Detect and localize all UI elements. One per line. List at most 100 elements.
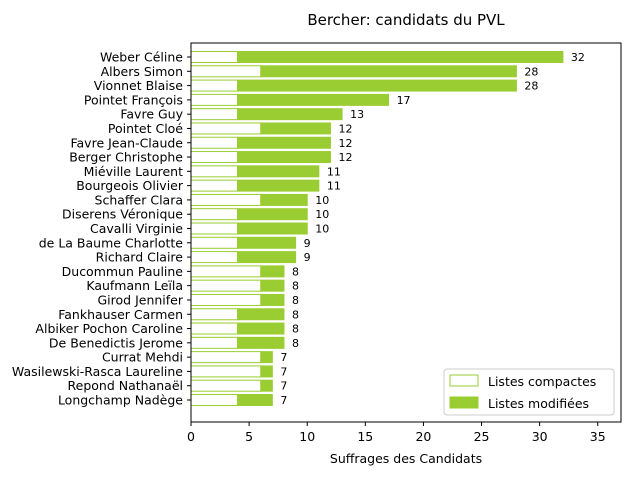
bar-compactes xyxy=(190,108,238,121)
bar-compactes xyxy=(190,322,238,335)
value-label: 10 xyxy=(315,208,329,221)
bar-modifiees xyxy=(236,165,320,178)
bar-compactes xyxy=(190,336,238,349)
legend-swatch-compactes xyxy=(449,374,479,387)
category-label: Favre Jean-Claude xyxy=(70,135,183,150)
value-label: 7 xyxy=(280,351,287,364)
category-label: de La Baume Charlotte xyxy=(39,235,184,250)
bar-modifiees xyxy=(236,93,390,106)
category-label: Pointet François xyxy=(84,92,183,107)
bar-compactes xyxy=(190,79,238,92)
x-tick-label: 15 xyxy=(357,429,373,444)
value-label: 10 xyxy=(315,194,329,207)
bars-layer xyxy=(190,51,564,406)
category-label: Kaufmann Leïla xyxy=(86,278,183,293)
bar-compactes xyxy=(190,279,262,292)
category-label: Albiker Pochon Caroline xyxy=(35,321,183,336)
bar-modifiees xyxy=(236,108,343,121)
bar-modifiees xyxy=(236,179,320,192)
bar-compactes xyxy=(190,65,262,78)
plot-frame xyxy=(190,42,622,423)
bar-modifiees xyxy=(236,222,308,235)
bar-compactes xyxy=(190,136,238,149)
value-label: 28 xyxy=(524,65,538,78)
x-axis-label: Suffrages des Candidats xyxy=(330,451,482,466)
x-tick-label: 20 xyxy=(415,429,431,444)
legend-swatch-modifiees xyxy=(449,396,479,409)
category-label: Vionnet Blaise xyxy=(94,78,184,93)
category-label: Schaffer Clara xyxy=(95,192,183,207)
chart-title: Bercher: candidats du PVL xyxy=(307,11,505,29)
category-label: Diserens Véronique xyxy=(62,207,183,222)
category-label: Berger Christophe xyxy=(69,150,183,165)
bar-modifiees xyxy=(260,65,517,78)
bar-compactes xyxy=(190,208,238,221)
bar-modifiees xyxy=(236,251,297,264)
x-tick-label: 30 xyxy=(532,429,548,444)
x-tick-label: 25 xyxy=(474,429,490,444)
category-label: Pointet Cloé xyxy=(108,121,183,136)
category-label: Bourgeois Olivier xyxy=(76,178,184,193)
category-label: Favre Guy xyxy=(120,107,183,122)
bar-modifiees xyxy=(260,279,285,292)
x-tick-label: 5 xyxy=(245,429,253,444)
legend: Listes compactes Listes modifiées xyxy=(443,368,615,416)
bar-compactes xyxy=(190,293,262,306)
bar-modifiees xyxy=(260,351,273,364)
value-label: 17 xyxy=(397,94,411,107)
bar-compactes xyxy=(190,365,262,378)
category-label: Girod Jennifer xyxy=(97,292,183,307)
value-label: 8 xyxy=(292,280,299,293)
bar-modifiees xyxy=(260,122,331,135)
bar-compactes xyxy=(190,251,238,264)
category-label: Fankhauser Carmen xyxy=(58,307,183,322)
category-label: Longchamp Nadège xyxy=(58,393,183,408)
bar-modifiees xyxy=(236,151,331,164)
bar-compactes xyxy=(190,151,238,164)
bar-compactes xyxy=(190,165,238,178)
category-label: Repond Nathanaël xyxy=(68,378,183,393)
bar-compactes xyxy=(190,193,262,206)
bar-modifiees xyxy=(236,336,285,349)
category-label: Albers Simon xyxy=(101,64,183,79)
value-label: 8 xyxy=(292,265,299,278)
category-label: Currat Mehdi xyxy=(102,350,183,365)
value-label: 7 xyxy=(280,365,287,378)
value-label: 28 xyxy=(524,80,538,93)
legend-label-modifiees: Listes modifiées xyxy=(488,396,589,411)
x-tick-label: 35 xyxy=(590,429,606,444)
bar-modifiees xyxy=(260,193,308,206)
value-label: 9 xyxy=(304,237,311,250)
bar-compactes xyxy=(190,222,238,235)
category-label: Miéville Laurent xyxy=(84,164,183,179)
bar-compactes xyxy=(190,93,238,106)
value-label: 10 xyxy=(315,223,329,236)
bar-modifiees xyxy=(260,365,273,378)
bar-compactes xyxy=(190,236,238,249)
bar-modifiees xyxy=(260,379,273,392)
bar-modifiees xyxy=(236,236,297,249)
legend-label-compactes: Listes compactes xyxy=(488,374,596,389)
category-label: Richard Claire xyxy=(96,250,184,265)
value-label: 8 xyxy=(292,294,299,307)
value-label: 12 xyxy=(338,122,352,135)
bar-compactes xyxy=(190,308,238,321)
bar-modifiees xyxy=(236,136,331,149)
value-label: 12 xyxy=(338,151,352,164)
bar-compactes xyxy=(190,179,238,192)
category-label: Cavalli Virginie xyxy=(90,221,183,236)
bar-modifiees xyxy=(260,293,285,306)
value-label: 7 xyxy=(280,394,287,407)
bar-compactes xyxy=(190,265,262,278)
category-label: Ducommun Pauline xyxy=(62,264,184,279)
x-axis: 0 5 10 15 20 25 30 35 xyxy=(187,422,606,444)
bar-modifiees xyxy=(236,394,273,406)
bar-modifiees xyxy=(236,79,517,92)
bar-compactes xyxy=(190,51,238,63)
bar-modifiees xyxy=(236,322,285,335)
value-label: 8 xyxy=(292,323,299,336)
bar-compactes xyxy=(190,394,238,406)
